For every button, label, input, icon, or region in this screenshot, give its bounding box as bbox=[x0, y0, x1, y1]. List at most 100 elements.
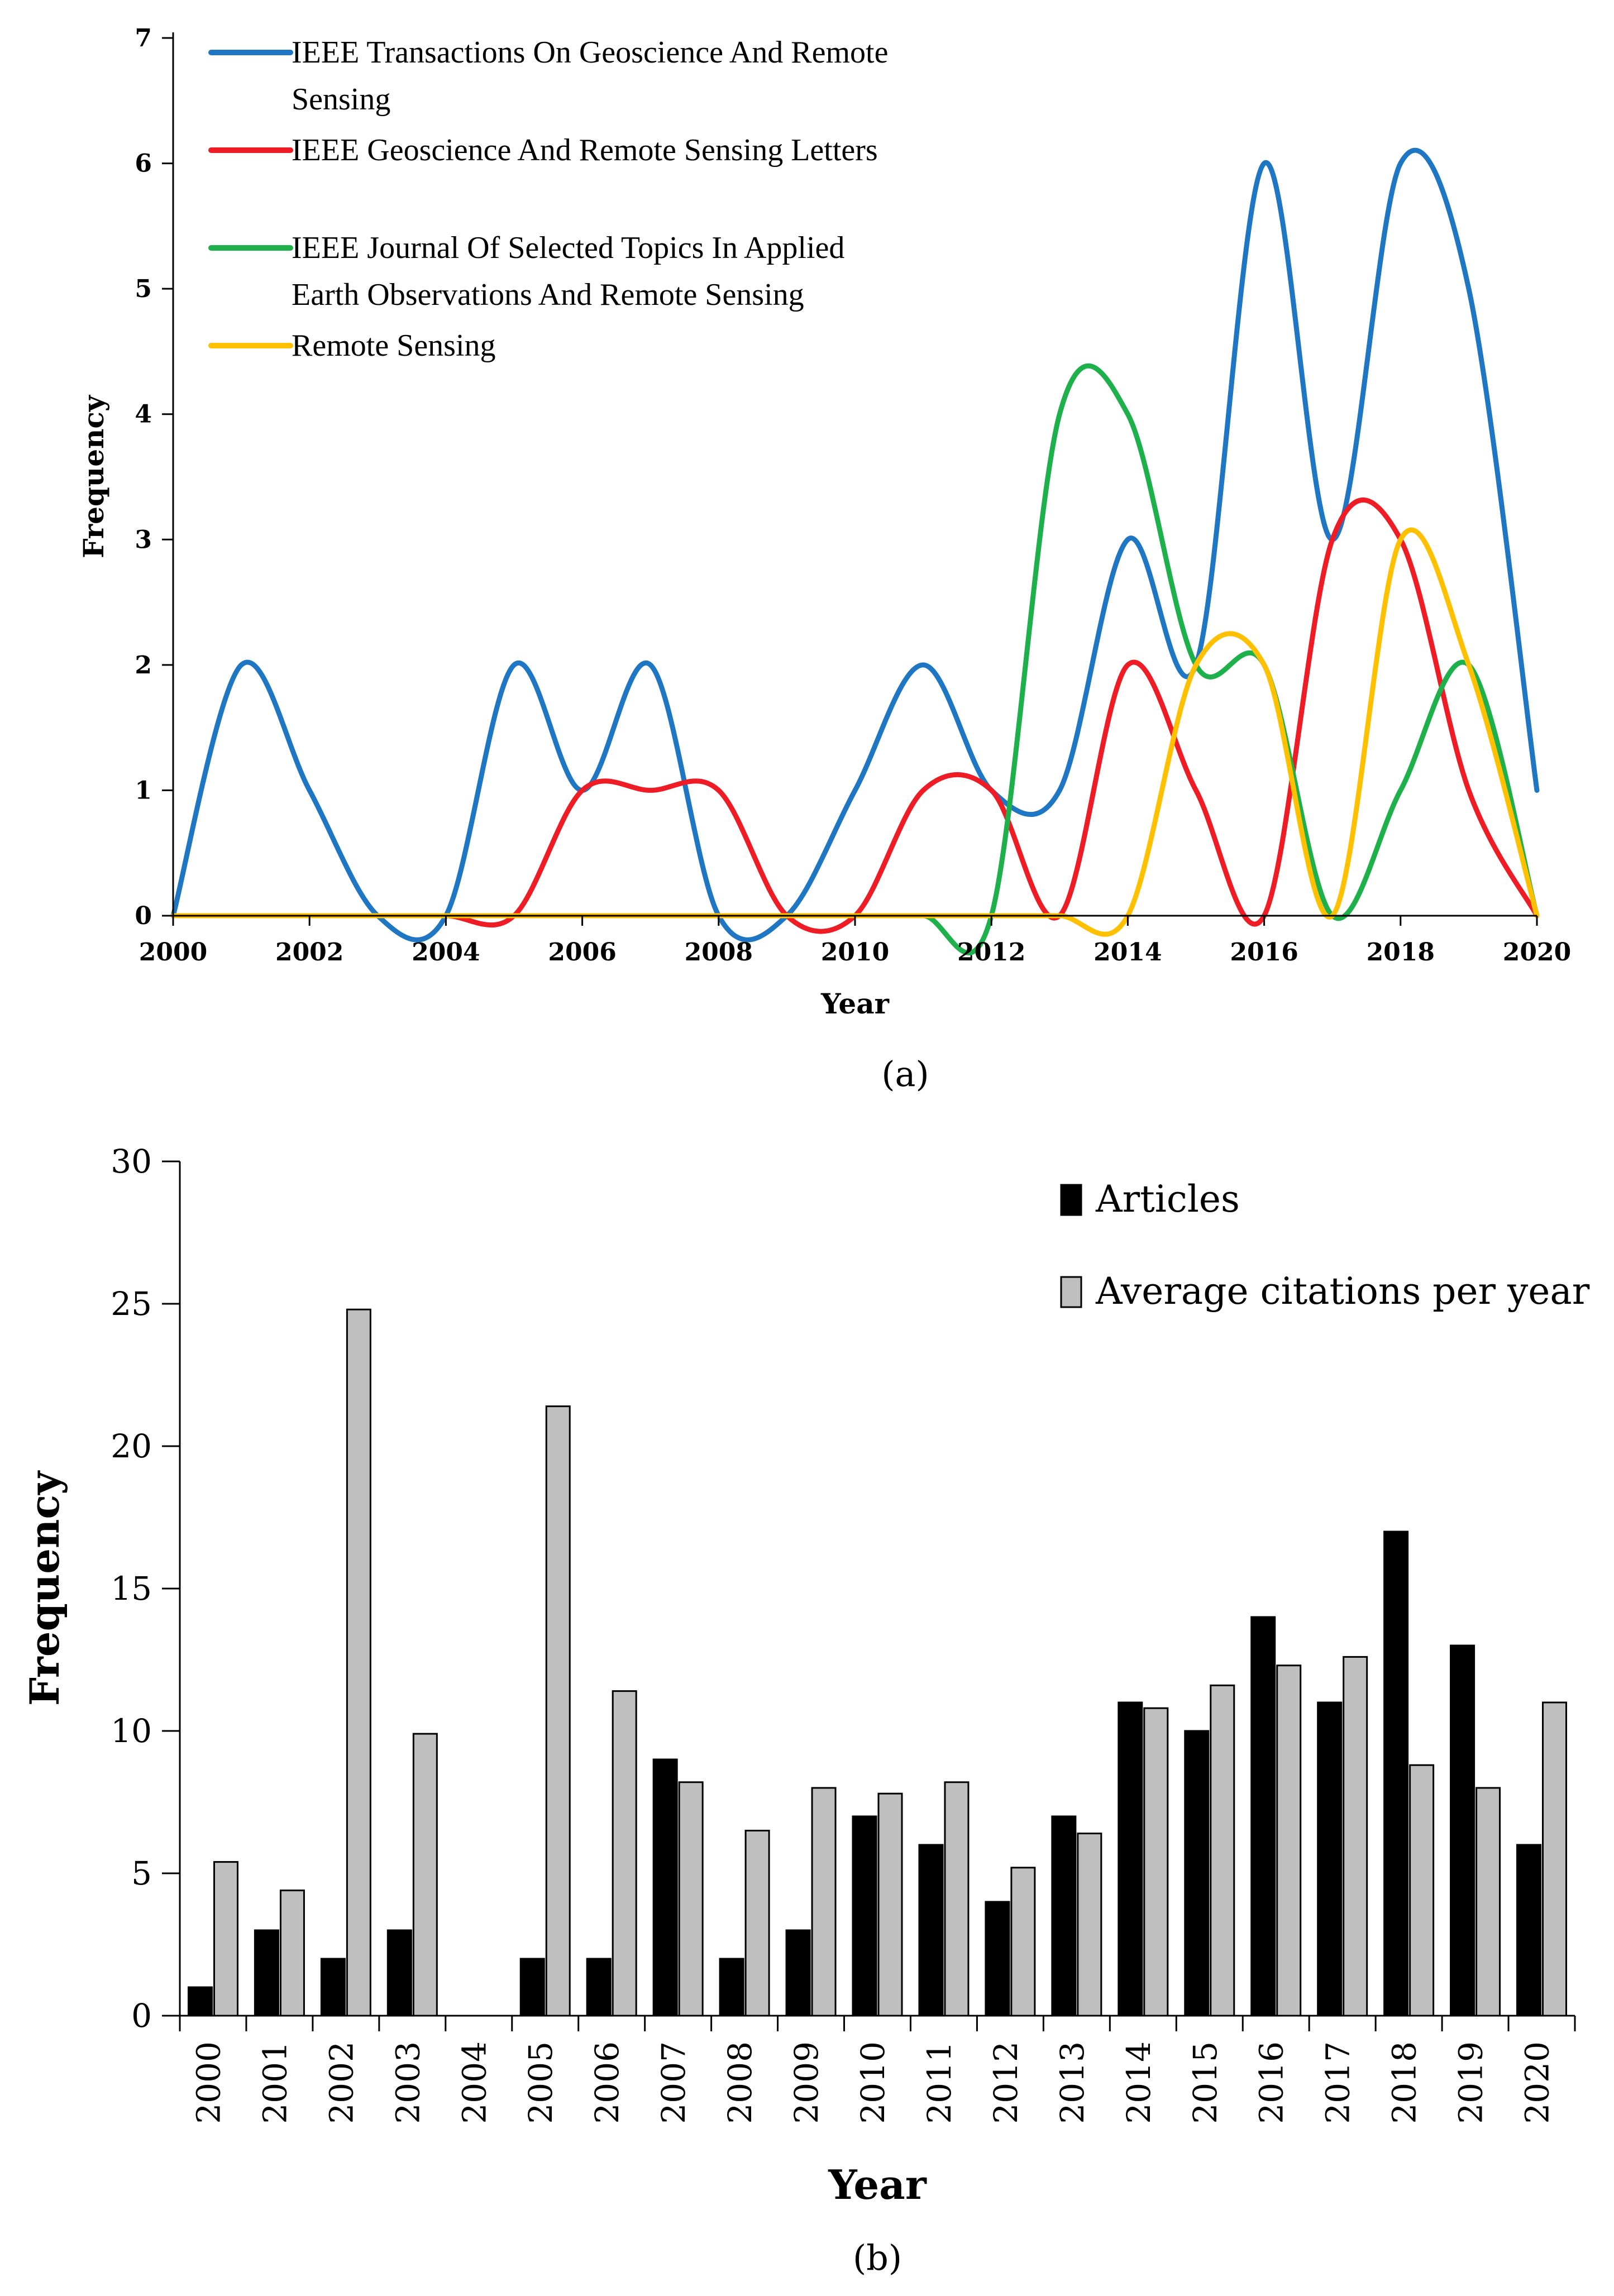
bar-avg-citations bbox=[1077, 1833, 1102, 2017]
legend-label-0: Sensing bbox=[292, 82, 390, 117]
x-tick-label: 2012 bbox=[987, 2041, 1025, 2124]
chart-b-axes: 2000 2001 2002 2003 2004 2005 2006 2007 2008 2009… bbox=[111, 1142, 1576, 2124]
x-tick-label: 2017 bbox=[1319, 2041, 1357, 2124]
bar-avg-citations bbox=[678, 1781, 704, 2017]
bar-avg-citations bbox=[612, 1690, 637, 2017]
x-tick-label: 2003 bbox=[389, 2041, 427, 2124]
x-tick-label: 2004 bbox=[412, 938, 480, 967]
x-tick-label: 2002 bbox=[275, 938, 343, 967]
bar-articles bbox=[1516, 1844, 1542, 2017]
bar-articles bbox=[386, 1929, 412, 2017]
chart-b-legend: Articles Average citations per year bbox=[1060, 1178, 1590, 1313]
x-tick-label: 2010 bbox=[821, 938, 889, 967]
x-tick-label: 2018 bbox=[1386, 2041, 1424, 2124]
bar-avg-citations bbox=[1409, 1764, 1435, 2017]
bar-avg-citations bbox=[1475, 1787, 1501, 2017]
chart-a-x-axis-label: Year bbox=[820, 987, 890, 1020]
legend-label-0: Articles bbox=[1095, 1178, 1240, 1221]
x-tick-label: 2011 bbox=[920, 2041, 958, 2124]
bar-articles bbox=[254, 1929, 279, 2017]
legend-label-0: IEEE Transactions On Geoscience And Remo… bbox=[292, 35, 888, 70]
chart-a-series-lines bbox=[170, 147, 1540, 955]
bar-articles bbox=[586, 1958, 612, 2017]
bar-articles bbox=[985, 1901, 1010, 2017]
y-tick-label: 20 bbox=[111, 1427, 152, 1465]
bar-avg-citations bbox=[744, 1830, 770, 2017]
x-tick-label: 2007 bbox=[655, 2041, 693, 2124]
bar-avg-citations bbox=[545, 1405, 571, 2017]
legend-label-3: Remote Sensing bbox=[292, 328, 496, 363]
x-tick-label: 2009 bbox=[787, 2041, 825, 2124]
chart-a-line: 0 1 2 3 4 5 6 7 2000 2002 2004 2006 2008 2010 2012 2014… bbox=[77, 24, 1571, 1094]
y-tick-label: 2 bbox=[135, 651, 152, 680]
x-tick-label: 2010 bbox=[854, 2041, 892, 2124]
y-tick-label: 0 bbox=[135, 902, 152, 930]
bar-articles bbox=[852, 1815, 877, 2017]
y-tick-label: 15 bbox=[111, 1570, 152, 1608]
bar-avg-citations bbox=[213, 1861, 238, 2017]
y-tick-label: 1 bbox=[135, 776, 152, 805]
bar-articles bbox=[1118, 1701, 1143, 2017]
x-tick-label: 2016 bbox=[1253, 2041, 1291, 2124]
bar-avg-citations bbox=[1542, 1701, 1568, 2017]
bar-avg-citations bbox=[279, 1890, 305, 2017]
bar-avg-citations bbox=[811, 1787, 837, 2017]
y-tick-label: 10 bbox=[111, 1712, 152, 1750]
line-series-1 bbox=[170, 498, 1540, 934]
x-tick-label: 2012 bbox=[957, 938, 1025, 967]
legend-swatch-1 bbox=[1060, 1276, 1082, 1308]
chart-b-y-axis-label: Frequency bbox=[21, 1470, 68, 1706]
x-tick-label: 2005 bbox=[522, 2041, 560, 2124]
x-tick-label: 2018 bbox=[1367, 938, 1435, 967]
y-tick-label: 0 bbox=[131, 1997, 152, 2035]
chart-b-bar: 2000 2001 2002 2003 2004 2005 2006 2007 2008 2009… bbox=[21, 1142, 1590, 2278]
x-tick-label: 2015 bbox=[1186, 2041, 1224, 2124]
y-tick-label: 25 bbox=[111, 1285, 152, 1323]
x-tick-label: 2006 bbox=[588, 2041, 626, 2124]
x-tick-label: 2016 bbox=[1230, 938, 1298, 967]
bar-avg-citations bbox=[944, 1781, 970, 2017]
bar-avg-citations bbox=[1143, 1707, 1169, 2017]
chart-b-x-axis-label: Year bbox=[828, 2161, 927, 2208]
chart-b-bars bbox=[187, 1308, 1568, 2017]
bar-avg-citations bbox=[346, 1308, 371, 2017]
x-tick-label: 2008 bbox=[685, 938, 753, 967]
bar-avg-citations bbox=[1276, 1664, 1302, 2017]
bar-articles bbox=[918, 1844, 944, 2017]
legend-swatch-0 bbox=[1060, 1184, 1082, 1216]
bar-articles bbox=[1450, 1644, 1475, 2017]
bar-articles bbox=[1383, 1530, 1409, 2017]
y-tick-label: 30 bbox=[111, 1142, 152, 1180]
x-tick-label: 2013 bbox=[1053, 2041, 1091, 2124]
bar-articles bbox=[785, 1929, 811, 2017]
legend-label-2: Earth Observations And Remote Sensing bbox=[292, 278, 804, 312]
bar-avg-citations bbox=[1343, 1656, 1368, 2017]
x-tick-label: 2001 bbox=[256, 2041, 294, 2124]
bar-articles bbox=[1051, 1815, 1077, 2017]
chart-b-caption: (b) bbox=[853, 2237, 902, 2278]
x-tick-label: 2004 bbox=[455, 2041, 493, 2124]
bar-avg-citations bbox=[1010, 1867, 1036, 2017]
x-tick-label: 2008 bbox=[721, 2041, 759, 2124]
x-tick-label: 2000 bbox=[139, 938, 207, 967]
legend-label-1: IEEE Geoscience And Remote Sensing Lette… bbox=[292, 133, 878, 168]
legend-label-2: IEEE Journal Of Selected Topics In Appli… bbox=[292, 231, 844, 265]
bar-articles bbox=[519, 1958, 545, 2017]
y-tick-label: 4 bbox=[135, 400, 152, 429]
bar-articles bbox=[1250, 1616, 1276, 2017]
bar-articles bbox=[320, 1958, 346, 2017]
chart-a-y-axis-label: Frequency bbox=[77, 394, 110, 558]
bar-articles bbox=[719, 1958, 744, 2017]
x-tick-label: 2020 bbox=[1519, 2041, 1556, 2124]
x-tick-label: 2002 bbox=[322, 2041, 360, 2124]
y-tick-label: 5 bbox=[131, 1854, 152, 1892]
y-tick-label: 6 bbox=[135, 150, 152, 178]
legend-label-1: Average citations per year bbox=[1095, 1270, 1590, 1313]
y-tick-label: 7 bbox=[135, 24, 152, 52]
x-tick-label: 2014 bbox=[1093, 938, 1162, 967]
x-tick-label: 2006 bbox=[548, 938, 616, 967]
bar-avg-citations bbox=[412, 1733, 438, 2017]
line-series-2 bbox=[170, 363, 1540, 955]
y-tick-label: 5 bbox=[135, 275, 152, 303]
